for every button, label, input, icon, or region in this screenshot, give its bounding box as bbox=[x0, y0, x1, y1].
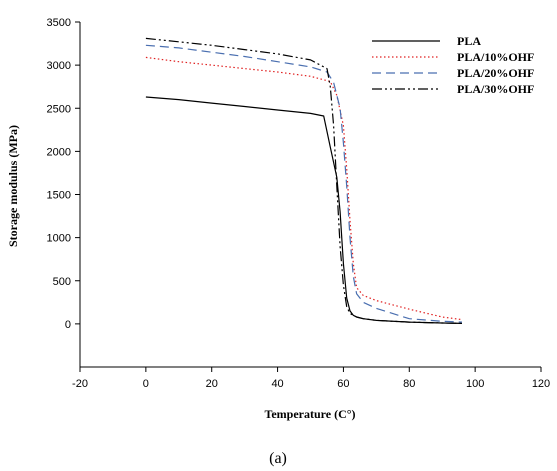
x-tick-label: 60 bbox=[337, 378, 349, 390]
legend-label-1: PLA bbox=[457, 34, 481, 48]
x-tick-label: 80 bbox=[403, 378, 415, 390]
x-tick-label: 120 bbox=[532, 378, 550, 390]
series-line-4 bbox=[145, 37, 463, 324]
legend: PLA PLA/10%OHF PLA/20%OHF PLA/30%OHF bbox=[372, 34, 534, 96]
y-tick-label: 500 bbox=[53, 276, 71, 288]
y-tick-label: 1000 bbox=[47, 233, 71, 245]
axes: -20 0 20 40 60 80 100 120 0 500 1000 1500 2000 2500 30… bbox=[47, 17, 551, 390]
legend-label-2: PLA/10%OHF bbox=[457, 50, 534, 64]
y-tick-label: 2000 bbox=[47, 146, 71, 158]
figure-caption: (a) bbox=[269, 450, 287, 467]
x-tick-label: 40 bbox=[271, 378, 283, 390]
y-axis-title: Storage modulus (MPa) bbox=[6, 125, 20, 247]
y-tick-label: 3000 bbox=[47, 60, 71, 72]
y-tick-label: 1500 bbox=[47, 190, 71, 202]
x-tick-label: 100 bbox=[466, 378, 484, 390]
series-line-3 bbox=[145, 44, 463, 323]
legend-label-4: PLA/30%OHF bbox=[457, 82, 534, 96]
x-axis-title: Temperature (C°) bbox=[264, 407, 355, 421]
series-line-2 bbox=[145, 56, 463, 321]
series-line-1 bbox=[145, 96, 463, 324]
x-tick-label: 20 bbox=[206, 378, 218, 390]
series-layer bbox=[145, 37, 463, 324]
y-tick-label: 0 bbox=[65, 319, 71, 331]
y-tick-label: 3500 bbox=[47, 17, 71, 29]
x-tick-label: -20 bbox=[72, 378, 88, 390]
x-tick-label: 0 bbox=[143, 378, 149, 390]
y-tick-label: 2500 bbox=[47, 103, 71, 115]
legend-label-3: PLA/20%OHF bbox=[457, 66, 534, 80]
